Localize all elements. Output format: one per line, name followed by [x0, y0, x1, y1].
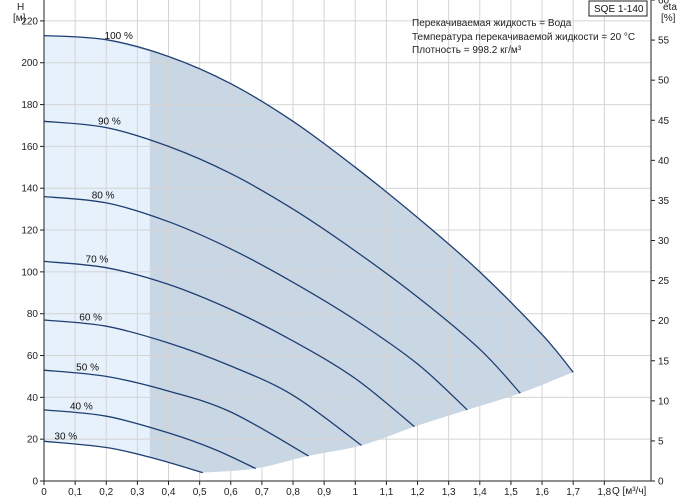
y-right-tick-label: 0 [658, 477, 664, 488]
y-right-tick-label: 60 [658, 0, 670, 7]
x-tick-label: 1,6 [535, 487, 549, 498]
curve-label-40-percent: 40 % [70, 402, 93, 413]
y-right-axis-unit: [%] [661, 13, 676, 24]
x-tick-label: 1,4 [473, 487, 487, 498]
x-tick-label: 0,8 [286, 487, 300, 498]
y-left-axis-label: H [17, 2, 24, 13]
x-tick-label: 1,5 [504, 487, 518, 498]
y-left-tick-label: 160 [21, 142, 38, 153]
x-tick-label: 1,8 [597, 487, 611, 498]
x-tick-label: 1 [353, 487, 359, 498]
x-tick-label: 0 [41, 487, 47, 498]
curve-100-percent [43, 34, 574, 373]
curve-label-60-percent: 60 % [79, 313, 102, 324]
x-axis-label: Q [м³/ч] [612, 486, 647, 497]
curve-label-90-percent: 90 % [98, 117, 121, 128]
y-left-tick-label: 40 [27, 393, 39, 404]
curve-30-percent [43, 440, 203, 474]
y-left-axis-unit: [м] [13, 13, 26, 24]
curve-label-30-percent: 30 % [54, 431, 77, 442]
x-tick-label: 0,2 [99, 487, 113, 498]
y-right-tick-label: 5 [658, 436, 664, 447]
y-left-tick-label: 200 [21, 58, 38, 69]
x-tick-label: 0,5 [193, 487, 207, 498]
operating-area [44, 35, 574, 473]
y-left-tick-label: 120 [21, 226, 38, 237]
low-flow-area [44, 35, 150, 458]
curve-label-70-percent: 70 % [86, 255, 109, 266]
y-left-tick-label: 140 [21, 184, 38, 195]
y-left-tick-label: 60 [27, 351, 39, 362]
x-tick-label: 0,6 [224, 487, 238, 498]
y-right-tick-label: 35 [658, 196, 670, 207]
y-right-tick-label: 50 [658, 76, 670, 87]
curve-80-percent [43, 195, 468, 411]
x-tick-label: 0,1 [68, 487, 82, 498]
info-liquid: Перекачиваемая жидкость = Вода [412, 18, 572, 29]
x-axis-ticks: 0 0,1 0,2 0,3 0,4 0,5 0,6 0,7 0,8 0,9 1 1,1 1,2 1,3 1,… [41, 481, 612, 498]
y-right-axis-label: eta [663, 2, 677, 13]
model-badge: SQE 1-140 [588, 0, 648, 17]
y-left-axis-ticks: 0 20 40 60 80 100 120 140 160 180 200 220 [21, 16, 44, 488]
curve-40-percent [43, 409, 256, 470]
y-right-tick-label: 30 [658, 236, 670, 247]
pump-curves [43, 34, 574, 474]
y-right-tick-label: 20 [658, 316, 670, 327]
curve-50-percent [43, 369, 309, 457]
x-tick-label: 0,4 [162, 487, 176, 498]
grid-lines [44, 0, 651, 481]
x-tick-label: 0,3 [130, 487, 144, 498]
shaded-areas [44, 35, 574, 473]
info-temperature: Температура перекачиваемой жидкости = 20… [412, 32, 635, 43]
y-left-tick-label: 80 [27, 309, 39, 320]
y-right-tick-label: 55 [658, 36, 670, 47]
x-tick-label: 1,1 [379, 487, 393, 498]
x-tick-label: 1,7 [566, 487, 580, 498]
y-right-axis-ticks: 0 5 10 15 20 25 30 35 40 45 50 55 60 [651, 0, 670, 488]
y-left-tick-label: 20 [27, 435, 39, 446]
model-label: SQE 1-140 [594, 4, 644, 15]
x-tick-label: 0,7 [255, 487, 269, 498]
y-right-tick-label: 40 [658, 156, 670, 167]
y-left-tick-label: 220 [21, 16, 38, 27]
curve-label-50-percent: 50 % [76, 363, 99, 374]
curve-label-100-percent: 100 % [105, 31, 133, 42]
x-tick-label: 1,2 [411, 487, 425, 498]
y-right-tick-label: 10 [658, 396, 670, 407]
y-right-tick-label: 15 [658, 356, 670, 367]
x-tick-label: 1,3 [442, 487, 456, 498]
y-right-tick-label: 25 [658, 276, 670, 287]
y-left-tick-label: 100 [21, 267, 38, 278]
curve-90-percent [43, 120, 521, 394]
curve-60-percent [43, 319, 362, 446]
curve-70-percent [43, 260, 415, 428]
y-right-tick-label: 45 [658, 116, 670, 127]
curve-label-80-percent: 80 % [92, 191, 115, 202]
y-left-tick-label: 180 [21, 100, 38, 111]
y-left-tick-label: 0 [32, 477, 38, 488]
info-density: Плотность = 998.2 кг/м³ [412, 45, 522, 56]
x-tick-label: 0,9 [317, 487, 331, 498]
curve-labels: 100 % 90 % 80 % 70 % 60 % 50 % 40 % 30 % [54, 31, 133, 442]
